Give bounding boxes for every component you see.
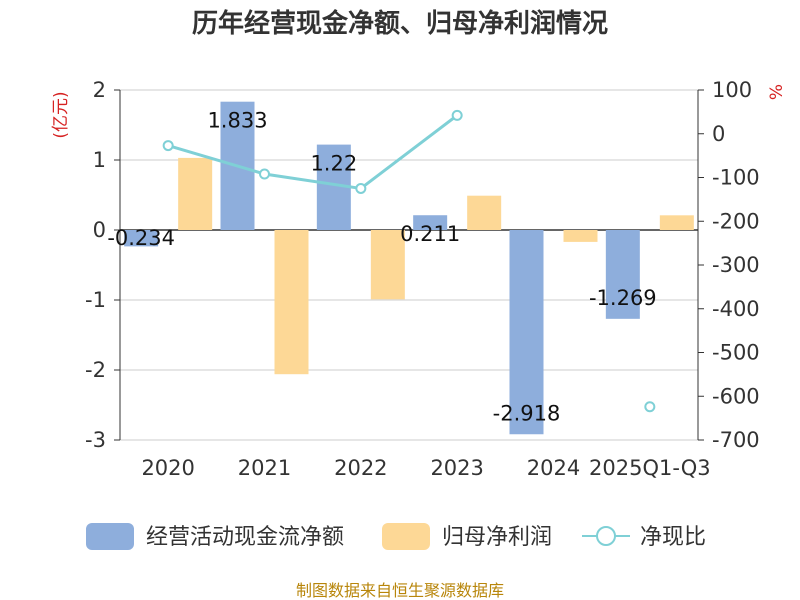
category-label: 2023: [430, 456, 483, 480]
bar-net-profit: [178, 157, 213, 230]
right-tick-label: -100: [712, 166, 760, 190]
chart-title: 历年经营现金净额、归母净利润情况: [192, 8, 608, 39]
data-label-operating-cashflow: 1.22: [310, 152, 357, 176]
line-series: [162, 109, 656, 413]
legend: 经营活动现金流净额 归母净利润 净现比: [86, 523, 706, 550]
data-label-operating-cashflow: 0.211: [400, 222, 460, 246]
legend-label-net-profit: 归母净利润: [442, 525, 552, 550]
point-cash-ratio: [451, 109, 463, 121]
category-label: 2025Q1-Q3: [589, 456, 711, 480]
legend-label-operating-cashflow: 经营活动现金流净额: [146, 525, 344, 550]
left-tick-label: -2: [85, 358, 106, 382]
category-label: 2021: [238, 456, 291, 480]
right-tick-label: -300: [712, 253, 760, 277]
right-tick-label: 0: [712, 122, 725, 146]
right-tick-label: -500: [712, 341, 760, 365]
legend-swatch-operating-cashflow: [86, 523, 134, 550]
right-axis-unit: %: [767, 84, 787, 100]
point-cash-ratio: [259, 168, 270, 180]
category-label: 2020: [141, 456, 194, 480]
bar-operating-cashflow: [124, 230, 159, 247]
left-tick-label: -3: [85, 428, 106, 452]
line-cash-ratio: [167, 114, 459, 191]
bar-net-profit: [467, 195, 502, 230]
data-label-operating-cashflow: -1.269: [589, 286, 657, 310]
data-label-operating-cashflow: -2.918: [493, 401, 561, 425]
data-label-operating-cashflow: 1.833: [207, 109, 267, 133]
right-tick-label: -700: [712, 428, 760, 452]
left-axis-unit: (亿元): [51, 91, 71, 138]
right-tick-label: -200: [712, 209, 760, 233]
bar-operating-cashflow: [509, 230, 544, 435]
left-tick-label: 2: [93, 78, 106, 102]
point-cash-ratio: [162, 140, 174, 152]
left-tick-label: 1: [93, 148, 106, 172]
point-cash-ratio: [644, 401, 656, 413]
bars: [124, 101, 694, 435]
bar-operating-cashflow: [605, 230, 640, 319]
right-tick-label: 100: [712, 78, 752, 102]
right-tick-label: -600: [712, 384, 760, 408]
legend-marker-cash-ratio: [596, 526, 616, 546]
bar-net-profit: [370, 230, 405, 300]
point-cash-ratio: [355, 182, 367, 194]
legend-swatch-net-profit: [382, 523, 430, 550]
category-label: 2022: [334, 456, 387, 480]
bar-net-profit: [563, 230, 598, 242]
left-tick-label: -1: [85, 288, 106, 312]
bar-net-profit: [274, 230, 309, 375]
legend-label-cash-ratio: 净现比: [640, 525, 706, 550]
category-label: 2024: [527, 456, 580, 480]
bar-net-profit: [659, 215, 694, 230]
bar-operating-cashflow: [413, 215, 448, 230]
axes: 2 1 0 -1 -2 -3 100 0 -100 -200 -300 -400 -500 -600 -70…: [51, 78, 787, 480]
data-labels: -0.234 1.833 1.22 0.211 -2.918 -1.269: [107, 109, 656, 426]
source-note: 制图数据来自恒生聚源数据库: [296, 581, 504, 600]
left-tick-label: 0: [93, 218, 106, 242]
data-label-operating-cashflow: -0.234: [107, 226, 175, 250]
right-tick-label: -400: [712, 297, 760, 321]
